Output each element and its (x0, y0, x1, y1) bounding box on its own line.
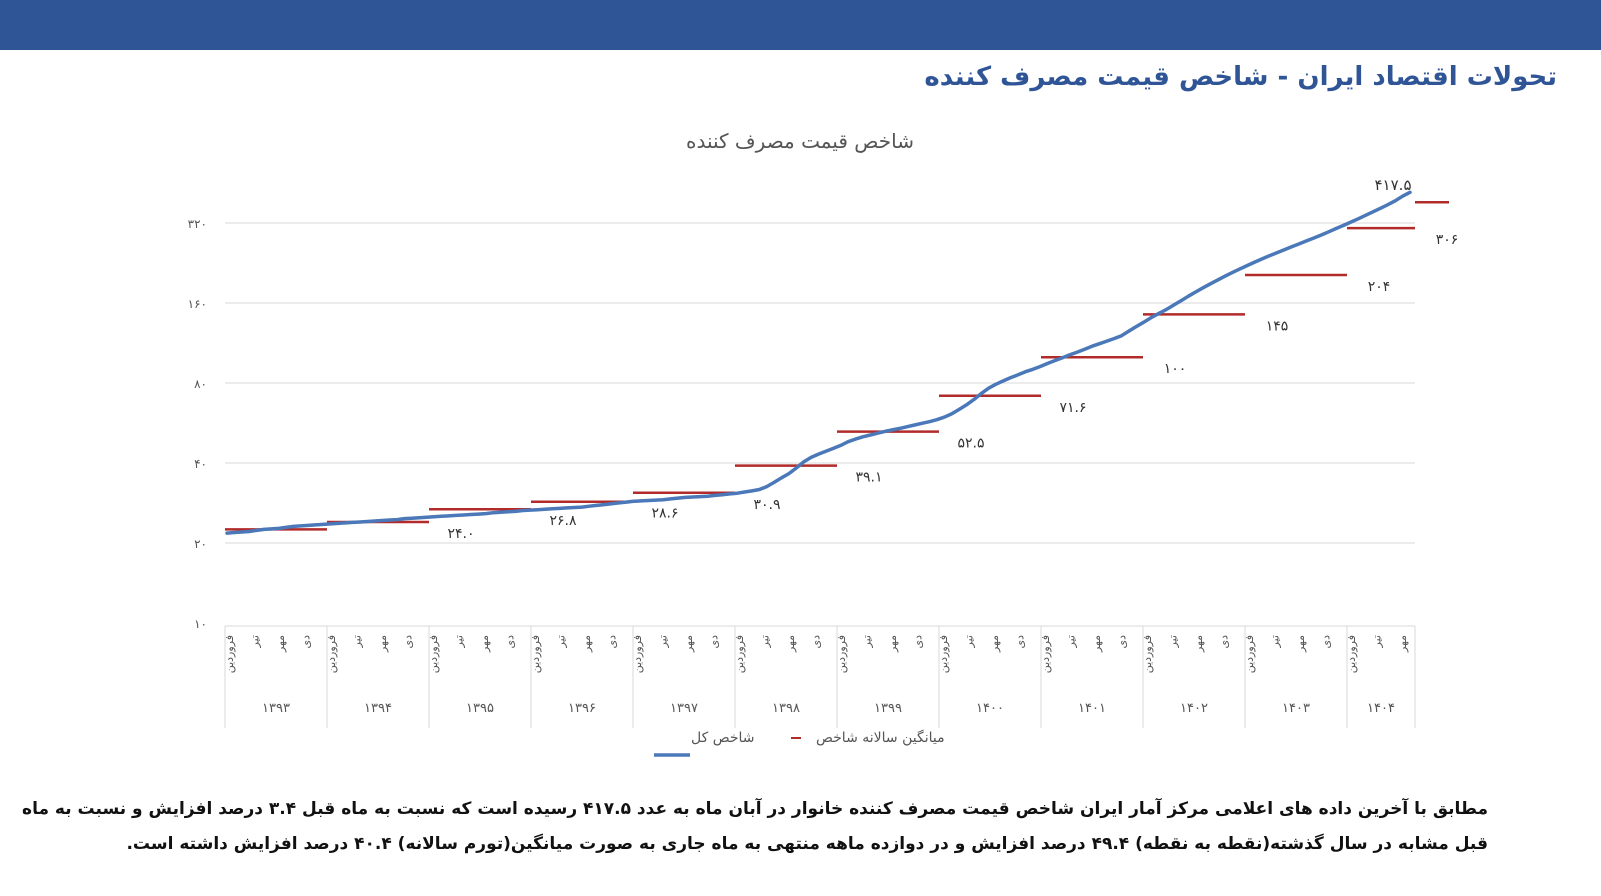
y-grid (225, 222, 1415, 544)
x-tick-label: تیر (1269, 635, 1282, 648)
annual-average-label: ۳۹.۱ (855, 470, 882, 486)
x-tick-label: فروردین (937, 635, 950, 673)
y-tick-label: ۲۰ (194, 537, 207, 551)
x-tick-label: فروردین (427, 635, 440, 673)
x-tick-label: دی (912, 635, 925, 649)
series-line-total-index (225, 190, 1412, 535)
legend-label-total-index: شاخص کل (691, 730, 755, 746)
x-tick-label: فروردین (733, 635, 746, 673)
annual-average-label: ۲۴.۰ (447, 526, 474, 542)
x-tick-label: تیر (963, 635, 976, 648)
year-label: ۱۳۹۷ (670, 701, 698, 716)
x-axis: فروردین تیر مهر دی ۱۳۹۳ فروردین تیر مهر دی ۱۳۹۴ فر… (223, 625, 1416, 728)
annual-average-label: ۲۰۴ (1368, 279, 1391, 295)
y-tick-label: ۳۲۰ (188, 217, 207, 231)
legend: شاخص کل میانگین سالانه شاخص (654, 729, 945, 757)
y-tick-label: ۱۰ (194, 617, 207, 631)
x-tick-label: مهر (274, 635, 287, 653)
annual-average-label: ۳۰.۹ (753, 497, 780, 513)
year-label: ۱۳۹۵ (466, 701, 494, 716)
year-label: ۱۴۰۳ (1282, 701, 1310, 716)
y-tick-label: ۴۰ (194, 457, 207, 471)
description-line-2: قبل مشابه در سال گذشته(نقطه به نقطه) ۴۹.… (126, 834, 1488, 854)
x-tick-label: دی (606, 635, 619, 649)
y-axis-ticks: ۱۰ ۲۰ ۴۰ ۸۰ ۱۶۰ ۳۲۰ (188, 217, 207, 631)
x-tick-label: فروردین (223, 635, 236, 673)
x-tick-label: دی (1014, 635, 1027, 649)
x-tick-label: مهر (1294, 635, 1307, 653)
header-bar (0, 0, 1601, 50)
year-label: ۱۴۰۲ (1180, 701, 1208, 716)
x-tick-label: فروردین (1345, 635, 1358, 673)
data-label-last-value: ۴۱۷.۵ (1375, 176, 1412, 194)
x-tick-label: فروردین (529, 635, 542, 673)
x-tick-label: مهر (580, 635, 593, 653)
x-tick-label: تیر (657, 635, 670, 648)
x-tick-label: دی (810, 635, 823, 649)
year-label: ۱۳۹۹ (874, 701, 902, 716)
x-tick-label: تیر (453, 635, 466, 648)
x-tick-label: تیر (861, 635, 874, 648)
x-tick-label: دی (1320, 635, 1333, 649)
y-tick-label: ۱۶۰ (188, 297, 207, 311)
year-label: ۱۴۰۴ (1367, 701, 1395, 716)
x-tick-label: دی (402, 635, 415, 649)
year-label: ۱۳۹۳ (262, 701, 290, 716)
x-tick-label: دی (1116, 635, 1129, 649)
x-tick-label: تیر (1065, 635, 1078, 648)
description-line-1: مطابق با آخرین داده های اعلامی مرکز آمار… (22, 799, 1488, 819)
x-tick-label: تیر (249, 635, 262, 648)
x-tick-label: مهر (1396, 635, 1409, 653)
x-tick-label: فروردین (1141, 635, 1154, 673)
legend-label-annual-average: میانگین سالانه شاخص (816, 729, 945, 746)
page-title: تحولات اقتصاد ایران - شاخص قیمت مصرف کنن… (924, 62, 1557, 92)
x-tick-label: دی (504, 635, 517, 649)
x-tick-label: فروردین (631, 635, 644, 673)
x-tick-label: مهر (988, 635, 1001, 653)
x-tick-label: مهر (886, 635, 899, 653)
year-label: ۱۴۰۱ (1078, 701, 1106, 716)
x-tick-label: مهر (1090, 635, 1103, 653)
x-tick-label: تیر (759, 635, 772, 648)
x-tick-label: تیر (1371, 635, 1384, 648)
annual-average-series: ۲۴.۰ ۲۶.۸ ۲۸.۶ ۳۰.۹ ۳۹.۱ ۵۲.۵ ۷۱.۶ ۱۰۰ ۱۴۵ ۲۰۴ ۳۰۶ (225, 201, 1459, 542)
annual-average-label: ۵۲.۵ (957, 436, 984, 452)
annual-average-label: ۲۶.۸ (549, 513, 576, 529)
annual-average-label: ۲۸.۶ (651, 506, 678, 522)
x-tick-label: دی (300, 635, 313, 649)
x-tick-label: فروردین (1039, 635, 1052, 673)
x-tick-label: مهر (682, 635, 695, 653)
year-label: ۱۴۰۰ (976, 701, 1004, 716)
annual-average-label: ۷۱.۶ (1059, 400, 1086, 416)
x-tick-label: دی (1218, 635, 1231, 649)
year-label: ۱۳۹۴ (364, 701, 392, 716)
x-tick-label: دی (708, 635, 721, 649)
annual-average-label: ۱۴۵ (1266, 318, 1289, 334)
x-tick-label: تیر (351, 635, 364, 648)
x-tick-label: فروردین (325, 635, 338, 673)
description-text: مطابق با آخرین داده های اعلامی مرکز آمار… (22, 792, 1488, 862)
year-label: ۱۳۹۶ (568, 701, 596, 716)
x-tick-label: تیر (1167, 635, 1180, 648)
y-tick-label: ۸۰ (194, 377, 207, 391)
x-tick-label: مهر (478, 635, 491, 653)
annual-average-label: ۳۰۶ (1436, 232, 1459, 248)
annual-average-label: ۱۰۰ (1164, 361, 1187, 377)
year-label: ۱۳۹۸ (772, 701, 800, 716)
chart-title: شاخص قیمت مصرف کننده (686, 129, 914, 153)
x-tick-label: مهر (784, 635, 797, 653)
x-tick-label: مهر (376, 635, 389, 653)
x-tick-label: فروردین (835, 635, 848, 673)
x-tick-label: مهر (1192, 635, 1205, 653)
x-tick-label: تیر (555, 635, 568, 648)
cpi-chart: شاخص قیمت مصرف کننده ۱۰ ۲۰ ۴۰ ۸۰ ۱۶۰ ۳۲۰ فرور… (188, 129, 1459, 757)
x-tick-label: فروردین (1243, 635, 1256, 673)
